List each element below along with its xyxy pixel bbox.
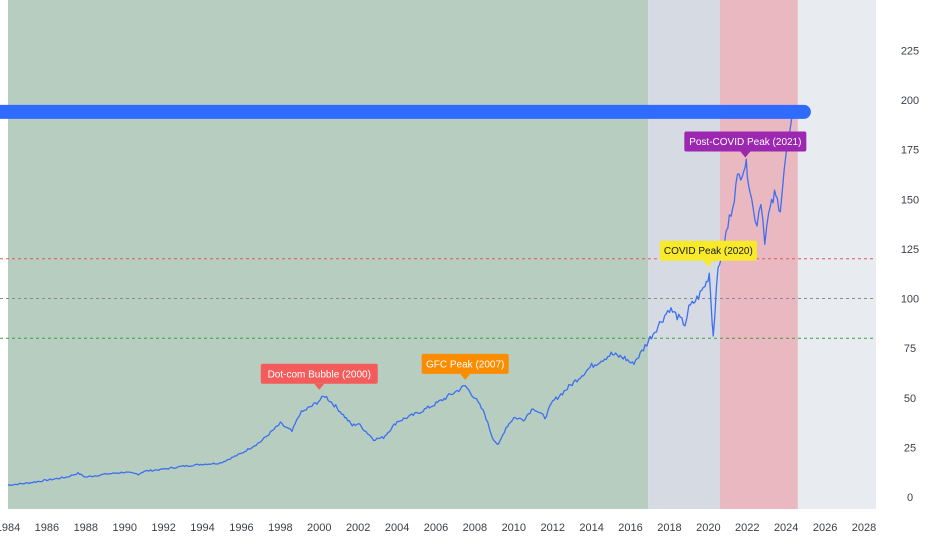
- reference-lines: [0, 258, 876, 339]
- shaded-regions: [8, 0, 876, 509]
- region-future: [797, 0, 876, 509]
- annotation-label: COVID Peak (2020): [664, 246, 753, 257]
- x-tick-label: 2008: [463, 522, 487, 534]
- region-green: [8, 0, 649, 509]
- x-tick-label: 2026: [813, 522, 837, 534]
- annotation-label: GFC Peak (2007): [426, 359, 504, 370]
- annotations: Dot-com Bubble (2000) GFC Peak (2007) COVI…: [260, 131, 807, 390]
- x-axis-background: [0, 509, 932, 550]
- y-tick-label: 225: [901, 45, 919, 57]
- x-tick-label: 1990: [112, 522, 136, 534]
- annotation-box: [684, 131, 807, 152]
- y-tick-label: 25: [904, 442, 916, 454]
- series-group: [7, 111, 797, 487]
- x-tick-label: 2028: [852, 522, 876, 534]
- x-tick-label: 2014: [579, 522, 603, 534]
- annotation-pointer: [740, 151, 751, 158]
- y-tick-label: 175: [901, 145, 919, 157]
- annotation-label: Dot-com Bubble (2000): [268, 369, 371, 380]
- x-tick-label: 2016: [618, 522, 642, 534]
- x-tick-label: 1984: [0, 522, 20, 534]
- x-tick-label: 1998: [268, 522, 292, 534]
- annotation-box: [659, 240, 757, 261]
- y-tick-label: 150: [901, 194, 919, 206]
- y-tick-label: 50: [904, 393, 916, 405]
- annotation-1: GFC Peak (2007): [421, 353, 509, 380]
- annotation-box: [421, 353, 509, 374]
- x-tick-label: 1992: [151, 522, 175, 534]
- x-tick-label: 1994: [190, 522, 214, 534]
- x-tick-label: 2022: [735, 522, 759, 534]
- y-tick-label: 75: [904, 343, 916, 355]
- x-tick-label: 2010: [502, 522, 526, 534]
- x-tick-label: 1988: [74, 522, 98, 534]
- x-tick-label: 1986: [35, 522, 59, 534]
- annotation-box: [260, 363, 378, 384]
- annotation-pointer: [460, 373, 471, 380]
- y-axis: 0 25 50 75 100 125 150 175 200 225: [876, 0, 932, 550]
- x-tick-label: 2004: [385, 522, 409, 534]
- annotation-0: Dot-com Bubble (2000): [260, 363, 378, 390]
- annotation-3: Post-COVID Peak (2021): [684, 131, 807, 158]
- x-tick-label: 2012: [540, 522, 564, 534]
- x-tick-label: 2024: [774, 522, 798, 534]
- annotation-pointer: [314, 383, 325, 390]
- annotation-pointer: [703, 260, 714, 267]
- y-tick-label: 200: [901, 95, 919, 107]
- y-tick-label: 0: [907, 492, 913, 504]
- y-tick-label: 100: [901, 294, 919, 306]
- series-line: [7, 111, 797, 487]
- annotation-label: Post-COVID Peak (2021): [689, 137, 801, 148]
- y-tick-label: 125: [901, 244, 919, 256]
- y-axis-background: [876, 0, 932, 550]
- annotation-2: COVID Peak (2020): [659, 240, 757, 267]
- x-tick-label: 1996: [229, 522, 253, 534]
- x-axis: 1984 1986 1988 1990 1992 1994 1996 1998 2000 2002…: [0, 509, 932, 550]
- x-tick-label: 2000: [307, 522, 331, 534]
- x-tick-label: 2002: [346, 522, 370, 534]
- x-tick-label: 2020: [696, 522, 720, 534]
- x-tick-label: 2018: [657, 522, 681, 534]
- x-tick-label: 2006: [424, 522, 448, 534]
